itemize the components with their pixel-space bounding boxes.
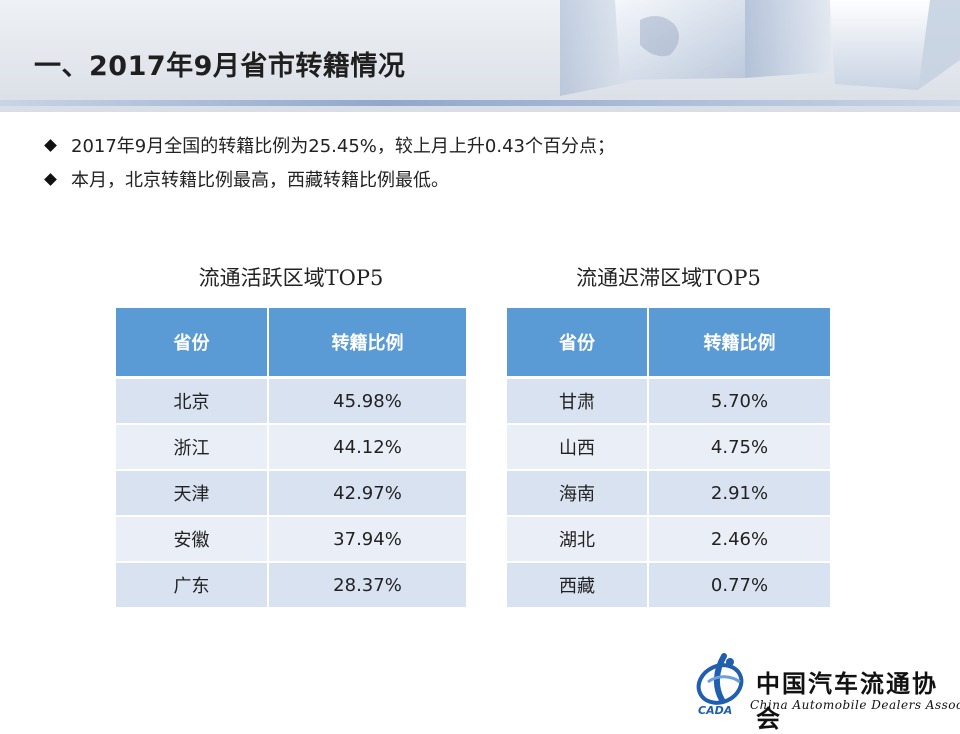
column-header-ratio: 转籍比例 [648,308,830,379]
association-name-en: China Automobile Dealers Association [750,698,960,712]
active-region-table: 省份 转籍比例 北京 45.98% 浙江 44.12% 天津 42.97% 安徽… [116,308,466,609]
ratio-cell: 0.77% [648,562,830,609]
page-title: 一、2017年9月省市转籍情况 [34,51,406,82]
ratio-cell: 44.12% [268,424,466,471]
province-cell: 湖北 [507,516,649,563]
province-cell: 安徽 [116,516,269,563]
header-divider [0,100,960,106]
bullet-list: 2017年9月全国的转籍比例为25.45%，较上月上升0.43个百分点； 本月，… [40,128,615,196]
province-cell: 广东 [116,562,269,609]
ratio-cell: 2.46% [648,516,830,563]
table-row: 天津 42.97% [116,470,466,517]
ratio-cell: 28.37% [268,562,466,609]
table-row: 山西 4.75% [507,424,830,471]
cada-logo-icon: CADA [696,653,744,716]
table-header-row: 省份 转籍比例 [507,308,830,379]
bullet-text: 本月，北京转籍比例最高，西藏转籍比例最低。 [71,170,449,191]
ratio-cell: 2.91% [648,470,830,517]
association-name-cn: 中国汽车流通协会 [756,669,938,733]
table-row: 湖北 2.46% [507,516,830,563]
column-header-province: 省份 [507,308,649,379]
province-cell: 山西 [507,424,649,471]
ratio-cell: 42.97% [268,470,466,517]
province-cell: 浙江 [116,424,269,471]
province-cell: 北京 [116,377,269,425]
bullet-item: 本月，北京转籍比例最高，西藏转籍比例最低。 [40,162,615,196]
association-logo: CADA 中国汽车流通协会 China Automobile Dealers A… [694,650,960,733]
table-row: 甘肃 5.70% [507,377,830,425]
province-cell: 甘肃 [507,377,649,425]
ratio-cell: 5.70% [648,377,830,425]
table-row: 海南 2.91% [507,470,830,517]
active-table-title: 流通活跃区域TOP5 [198,266,384,290]
diamond-bullet-icon [44,172,57,186]
table-row: 北京 45.98% [116,377,466,425]
ratio-cell: 4.75% [648,424,830,471]
table-row: 西藏 0.77% [507,562,830,609]
bullet-item: 2017年9月全国的转籍比例为25.45%，较上月上升0.43个百分点； [40,128,615,162]
province-cell: 西藏 [507,562,649,609]
active-region-table-block: 流通活跃区域TOP5 省份 转籍比例 北京 45.98% 浙江 44.12% 天… [116,258,466,609]
table-header-row: 省份 转籍比例 [116,308,466,379]
stagnant-table-title: 流通迟滞区域TOP5 [576,266,761,290]
stagnant-region-table-block: 流通迟滞区域TOP5 省份 转籍比例 甘肃 5.70% 山西 4.75% 海南 … [507,258,830,609]
province-cell: 天津 [116,470,269,517]
column-header-ratio: 转籍比例 [268,308,466,379]
slide-header: 一、2017年9月省市转籍情况 [0,0,960,112]
stagnant-region-table: 省份 转籍比例 甘肃 5.70% 山西 4.75% 海南 2.91% 湖北 2.… [507,308,830,609]
column-header-province: 省份 [116,308,269,379]
table-row: 安徽 37.94% [116,516,466,563]
table-row: 浙江 44.12% [116,424,466,471]
ratio-cell: 37.94% [268,516,466,563]
table-row: 广东 28.37% [116,562,466,609]
ratio-cell: 45.98% [268,377,466,425]
logo-mark-text: CADA [698,704,732,716]
province-cell: 海南 [507,470,649,517]
header-decoration [560,0,960,96]
diamond-bullet-icon [44,138,57,152]
bullet-text: 2017年9月全国的转籍比例为25.45%，较上月上升0.43个百分点； [71,136,615,157]
